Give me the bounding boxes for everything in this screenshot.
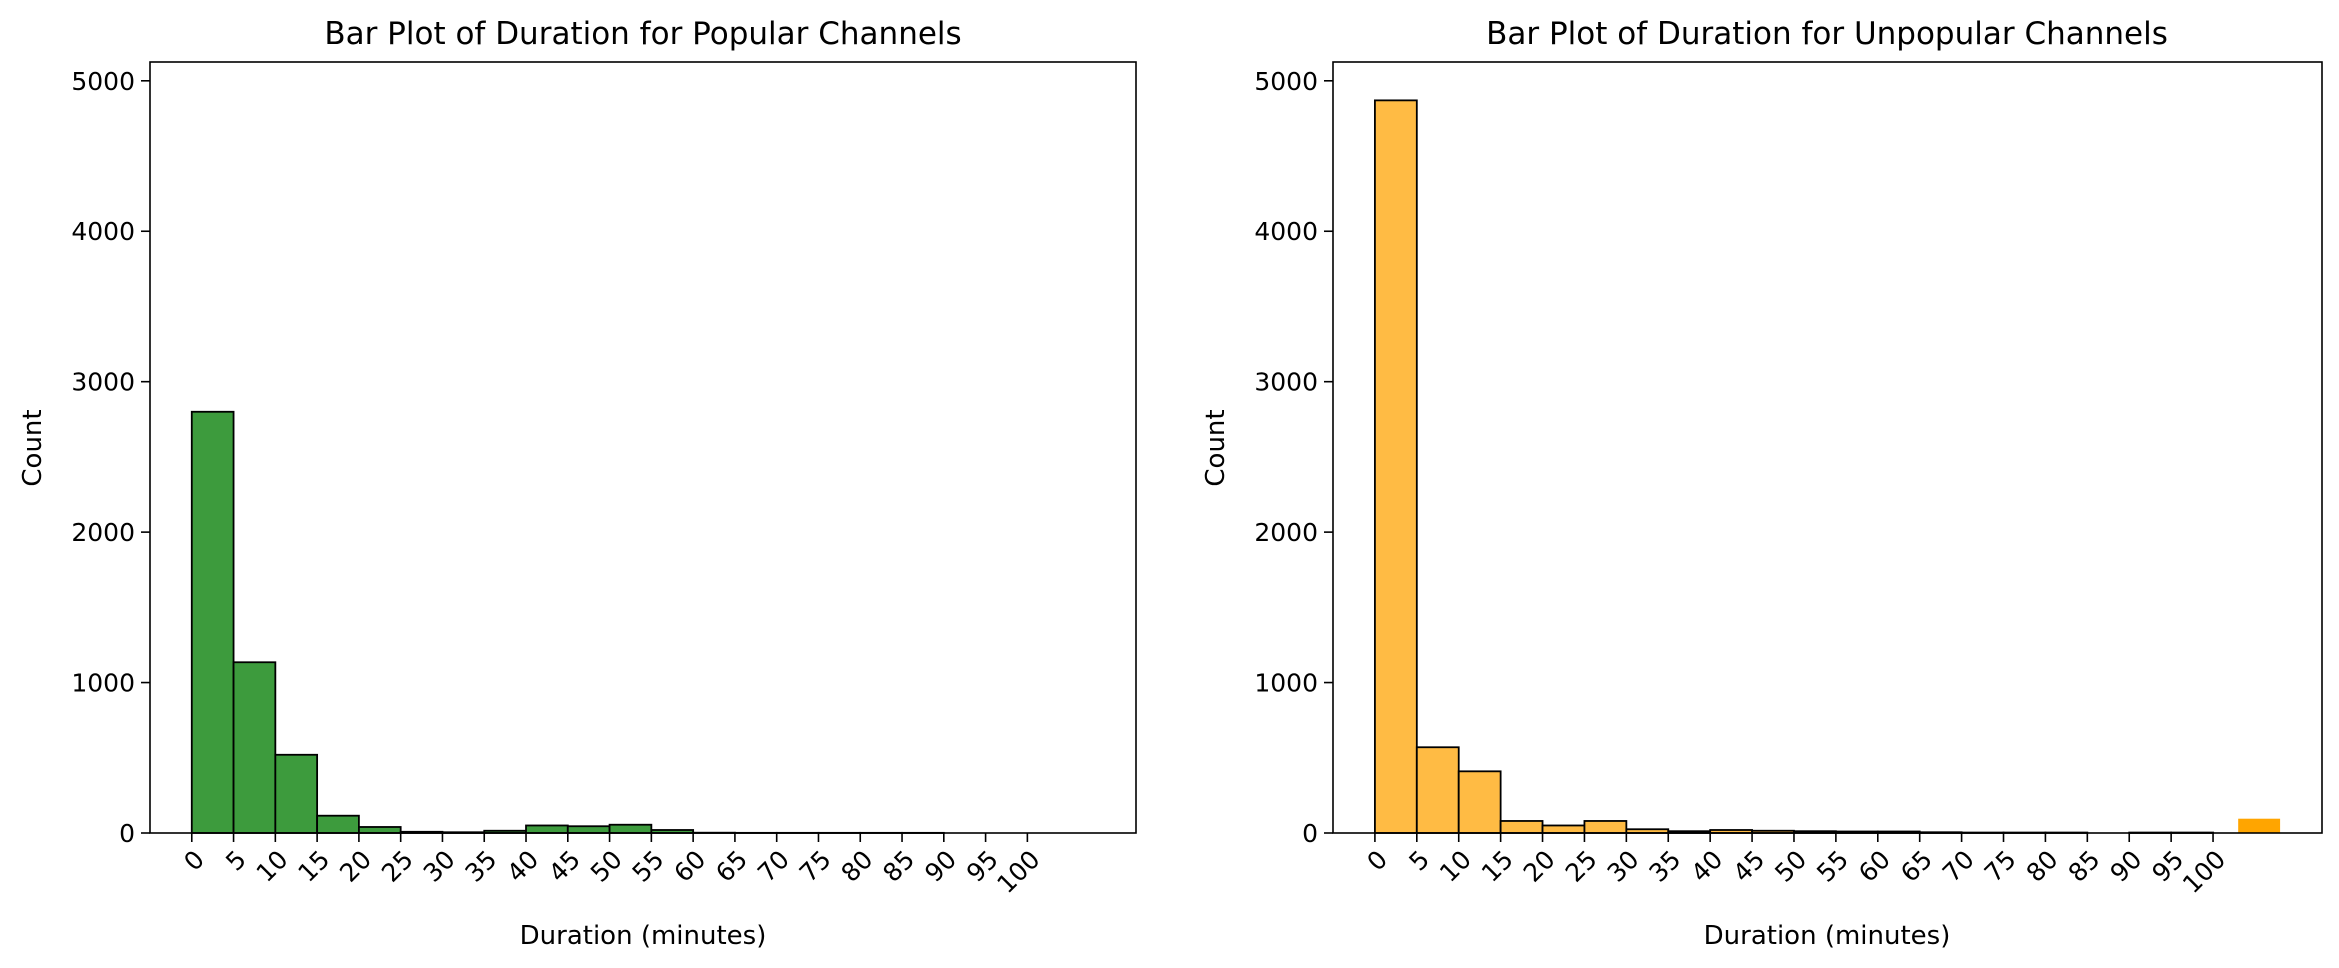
y-tick-label: 1000	[71, 669, 135, 698]
x-tick-label: 15	[1476, 845, 1519, 888]
x-tick-label: 50	[1769, 845, 1812, 888]
x-tick-label: 25	[376, 845, 419, 888]
y-tick-label: 3000	[1254, 368, 1318, 397]
x-tick-label: 60	[1853, 845, 1896, 888]
x-tick-label: 10	[251, 845, 294, 888]
bar-popular-20-25	[357, 826, 402, 834]
x-tick-label: 75	[1979, 845, 2022, 888]
histogram-bars-popular	[190, 410, 945, 834]
x-tick-label: 85	[2063, 845, 2106, 888]
x-tick-label: 55	[627, 845, 670, 888]
x-tick-label: 5	[220, 845, 252, 877]
y-tick-label: 2000	[1254, 518, 1318, 547]
x-tick-label: 35	[459, 845, 502, 888]
x-tick-label: 0	[1361, 845, 1393, 877]
bar-unpopular-overflow	[2238, 818, 2281, 833]
x-tick-label: 75	[794, 845, 837, 888]
x-tick-label: 20	[334, 845, 377, 888]
bar-unpopular-0-5	[1374, 99, 1418, 834]
x-axis-ticks-popular: 0 510152025303540455055606570758085909510…	[178, 833, 1046, 899]
y-axis-ticks-popular: 0 1000 2000 3000 4000 5000	[71, 67, 150, 848]
y-tick-label: 0	[119, 819, 135, 848]
x-tick-label: 30	[1602, 845, 1645, 888]
x-tick-label: 15	[292, 845, 335, 888]
x-axis-label-popular: Duration (minutes)	[520, 921, 767, 951]
y-axis-label-unpopular: Count	[1201, 409, 1231, 486]
bar-popular-50-55	[608, 823, 653, 834]
x-tick-label: 80	[836, 845, 879, 888]
x-tick-label: 35	[1644, 845, 1687, 888]
bar-unpopular-10-15	[1457, 770, 1502, 834]
x-tick-label: 40	[501, 845, 544, 888]
x-tick-label: 100	[991, 845, 1045, 899]
y-tick-label: 2000	[71, 518, 135, 547]
x-tick-label: 60	[668, 845, 711, 888]
bar-popular-15-20	[316, 814, 360, 834]
bar-popular-45-50	[566, 825, 611, 834]
plot-frame-unpopular	[1332, 61, 2323, 834]
x-tick-label: 10	[1434, 845, 1477, 888]
x-tick-label: 65	[1895, 845, 1938, 888]
x-tick-label: 30	[418, 845, 461, 888]
panel-unpopular-channels: Bar Plot of Duration for Unpopular Chann…	[1201, 16, 2323, 951]
y-tick-label: 5000	[1254, 67, 1318, 96]
bar-popular-0-5	[190, 410, 235, 834]
x-tick-label: 0	[178, 845, 210, 877]
x-tick-label: 55	[1811, 845, 1854, 888]
x-tick-label: 45	[1727, 845, 1770, 888]
x-tick-label: 25	[1560, 845, 1603, 888]
x-axis-label-unpopular: Duration (minutes)	[1704, 921, 1951, 951]
x-tick-label: 90	[919, 845, 962, 888]
bar-unpopular-20-25	[1541, 824, 1586, 834]
x-tick-label: 85	[877, 845, 920, 888]
y-axis-ticks-unpopular: 0 1000 2000 3000 4000 5000	[1254, 67, 1333, 848]
histogram-bars-unpopular	[1374, 99, 2281, 834]
bar-unpopular-25-30	[1583, 820, 1628, 834]
y-tick-label: 4000	[71, 217, 135, 246]
x-axis-ticks-unpopular: 0 510152025303540455055606570758085909510…	[1361, 833, 2231, 899]
y-tick-label: 1000	[1254, 669, 1318, 698]
x-tick-label: 50	[585, 845, 628, 888]
bar-popular-5-10	[232, 661, 277, 834]
chart-title-unpopular: Bar Plot of Duration for Unpopular Chann…	[1486, 16, 2168, 52]
x-tick-label: 100	[2177, 845, 2231, 899]
x-tick-label: 20	[1518, 845, 1561, 888]
chart-title-popular: Bar Plot of Duration for Popular Channel…	[324, 16, 961, 52]
bar-unpopular-15-20	[1499, 820, 1544, 834]
y-tick-label: 3000	[71, 368, 135, 397]
x-tick-label: 70	[1937, 845, 1980, 888]
x-tick-label: 45	[543, 845, 586, 888]
bar-unpopular-5-10	[1415, 746, 1460, 834]
x-tick-label: 65	[710, 845, 753, 888]
bar-popular-10-15	[274, 753, 319, 834]
x-tick-label: 80	[2021, 845, 2064, 888]
panel-popular-channels: Bar Plot of Duration for Popular Channel…	[18, 16, 1137, 951]
y-tick-label: 4000	[1254, 217, 1318, 246]
y-tick-label: 0	[1302, 819, 1318, 848]
x-tick-label: 70	[752, 845, 795, 888]
x-tick-label: 90	[2104, 845, 2147, 888]
bar-popular-40-45	[525, 824, 569, 834]
plot-frame-popular	[149, 61, 1137, 834]
x-tick-label: 5	[1403, 845, 1435, 877]
y-tick-label: 5000	[71, 67, 135, 96]
y-axis-label-popular: Count	[18, 409, 48, 486]
x-tick-label: 40	[1685, 845, 1728, 888]
